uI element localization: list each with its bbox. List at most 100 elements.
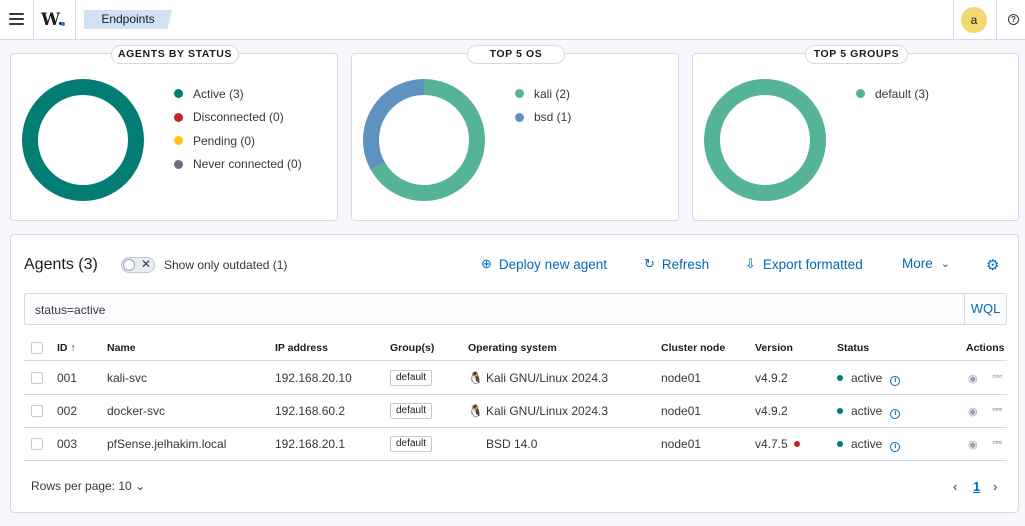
outdated-indicator-icon: [793, 441, 800, 447]
deploy-label: Deploy new agent: [498, 256, 607, 272]
status-dot-icon: [837, 375, 843, 381]
legend-item[interactable]: Active (3): [174, 82, 302, 106]
dots-icon[interactable]: ◦◦◦: [992, 435, 1003, 449]
os-donut-chart: [363, 79, 485, 201]
groups-legend: default (3): [856, 82, 929, 106]
groups-donut-chart: [704, 79, 826, 201]
agent-version: v4.9.2: [755, 371, 788, 385]
prev-page-button[interactable]: ‹: [953, 479, 958, 494]
legend-item[interactable]: default (3): [856, 82, 929, 106]
agent-os: 🐧 Kali GNU/Linux 2024.3: [468, 404, 608, 418]
table-row[interactable]: 003 pfSense.jelhakim.local 192.168.20.1 def…: [24, 428, 1007, 461]
wazuh-logo[interactable]: W.: [41, 10, 67, 32]
legend-item[interactable]: bsd (1): [515, 106, 571, 130]
column-ip[interactable]: IP address: [275, 342, 328, 354]
refresh-button[interactable]: ↻ Refresh: [644, 256, 709, 272]
eye-icon[interactable]: ◉: [968, 439, 978, 451]
arrow-up-icon: ↑: [70, 342, 76, 354]
column-status[interactable]: Status: [837, 342, 870, 354]
table-row[interactable]: 002 docker-svc 192.168.60.2 default 🐧 Kali GN…: [24, 395, 1007, 428]
logo-text: W.: [41, 10, 64, 30]
row-checkbox[interactable]: [31, 372, 43, 384]
group-badge[interactable]: default: [390, 403, 433, 419]
eye-icon[interactable]: ◉: [968, 373, 978, 385]
os-legend: kali (2) bsd (1): [515, 82, 571, 129]
legend-label: bsd (1): [534, 110, 572, 125]
tux-icon: 🐧: [468, 371, 483, 385]
column-os[interactable]: Operating system: [468, 342, 557, 354]
agent-name[interactable]: docker-svc: [107, 404, 166, 418]
breadcrumb-endpoints[interactable]: Endpoints: [84, 10, 172, 29]
agents-panel: Agents (3) ✕ Show only outdated (1) ⊕ De…: [10, 234, 1019, 513]
wql-button[interactable]: WQL: [964, 294, 1006, 324]
version-text: v4.7.5: [755, 437, 788, 451]
outdated-toggle-label: Show only outdated (1): [164, 258, 288, 272]
column-id[interactable]: ID ↑: [57, 342, 76, 354]
legend-swatch: [174, 136, 183, 146]
tux-icon: 🐧: [468, 404, 483, 418]
group-badge[interactable]: default: [390, 436, 433, 452]
agent-ip: 192.168.20.10: [275, 371, 352, 385]
info-icon[interactable]: i: [890, 376, 901, 386]
column-groups[interactable]: Group(s): [390, 342, 435, 354]
dots-icon[interactable]: ◦◦◦: [992, 369, 1003, 383]
plus-circle-icon: ⊕: [481, 256, 492, 271]
legend-item[interactable]: Disconnected (0): [174, 106, 302, 130]
agent-id: 003: [57, 437, 78, 451]
user-avatar[interactable]: a: [961, 7, 987, 33]
agent-id: 002: [57, 404, 78, 418]
legend-swatch: [856, 89, 865, 99]
row-checkbox[interactable]: [31, 405, 43, 417]
more-button[interactable]: More ⌄: [902, 256, 950, 271]
page-number[interactable]: 1: [973, 479, 981, 494]
top-groups-card: TOP 5 GROUPS default (3): [692, 45, 1019, 221]
column-name[interactable]: Name: [107, 342, 136, 354]
agent-ip: 192.168.20.1: [275, 437, 346, 451]
column-cluster-node[interactable]: Cluster node: [661, 342, 726, 354]
donut-slice-default[interactable]: [704, 79, 826, 201]
legend-item[interactable]: Never connected (0): [174, 153, 302, 177]
info-icon[interactable]: i: [890, 409, 901, 419]
agent-version: v4.9.2: [755, 404, 788, 418]
agent-version: v4.7.5: [755, 437, 800, 451]
legend-item[interactable]: kali (2): [515, 82, 571, 106]
hamburger-icon[interactable]: [9, 13, 24, 25]
status-legend: Active (3) Disconnected (0) Pending (0) Nev…: [174, 82, 302, 176]
donut-slice-active[interactable]: [22, 79, 144, 201]
agent-status: active i: [837, 371, 901, 386]
search-bar[interactable]: status=active WQL: [24, 293, 1007, 325]
legend-label: default (3): [875, 86, 930, 101]
agent-name[interactable]: pfSense.jelhakim.local: [107, 437, 227, 451]
rows-per-page-selector[interactable]: Rows per page: 10 ⌄: [31, 479, 146, 493]
legend-label: Never connected (0): [193, 157, 302, 172]
table-row[interactable]: 001 kali-svc 192.168.20.10 default 🐧 Kali GNU…: [24, 362, 1007, 395]
column-version[interactable]: Version: [755, 342, 793, 354]
version-text: v4.9.2: [755, 404, 788, 418]
dots-icon[interactable]: ◦◦◦: [992, 402, 1003, 416]
select-all-checkbox[interactable]: [31, 342, 43, 354]
legend-label: Disconnected (0): [193, 110, 284, 125]
help-icon[interactable]: ?: [1008, 14, 1019, 25]
eye-icon[interactable]: ◉: [968, 406, 978, 418]
row-checkbox[interactable]: [31, 438, 43, 450]
export-label: Export formatted: [762, 256, 863, 272]
cluster-node: node01: [661, 437, 702, 451]
gear-icon[interactable]: ⚙: [986, 257, 1000, 274]
card-title: TOP 5 GROUPS: [805, 45, 908, 64]
donut-slice-bsd[interactable]: [363, 79, 485, 201]
export-button[interactable]: ⇩ Export formatted: [745, 256, 863, 272]
agent-name[interactable]: kali-svc: [107, 371, 148, 385]
legend-label: Pending (0): [193, 133, 256, 148]
info-icon[interactable]: i: [890, 442, 901, 452]
deploy-agent-button[interactable]: ⊕ Deploy new agent: [481, 256, 607, 272]
legend-item[interactable]: Pending (0): [174, 129, 302, 153]
next-page-button[interactable]: ›: [993, 479, 998, 494]
group-badge[interactable]: default: [390, 370, 433, 386]
top-bar: W. Endpoints a ?: [0, 0, 1025, 40]
outdated-toggle[interactable]: ✕: [121, 257, 155, 273]
version-text: v4.9.2: [755, 371, 788, 385]
legend-label: kali (2): [534, 86, 571, 101]
search-input[interactable]: status=active: [35, 303, 106, 317]
toggle-knob: [123, 259, 135, 271]
agent-os: 🐧 Kali GNU/Linux 2024.3: [468, 371, 608, 385]
